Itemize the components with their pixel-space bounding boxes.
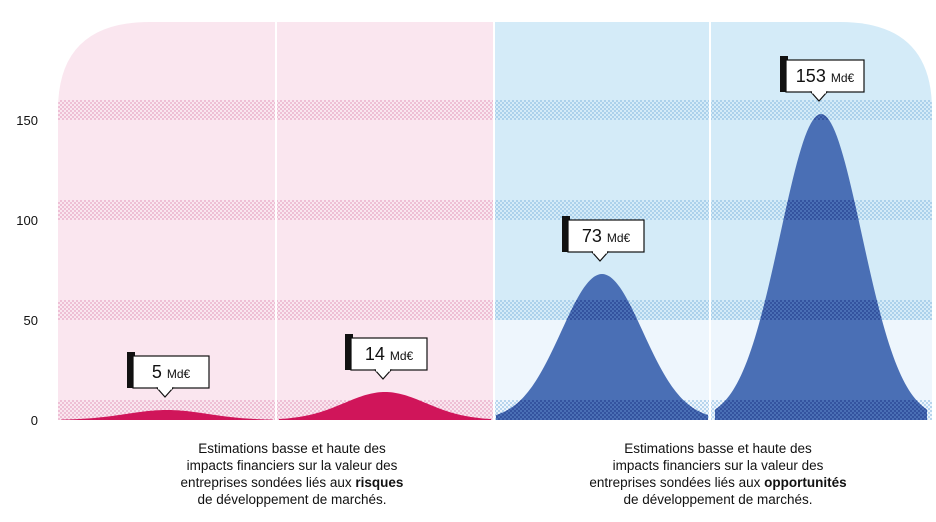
callout-value: 14 Md€: [365, 344, 414, 364]
area-risques-14: [279, 392, 491, 420]
y-tick-label: 0: [31, 413, 38, 428]
caption-line: de développement de marchés.: [197, 492, 387, 507]
callout-opportunites-73: 73 Md€: [562, 216, 645, 262]
callout-value: 73 Md€: [582, 226, 631, 246]
caption-line: Estimations basse et haute des: [624, 441, 812, 456]
y-tick-label: 150: [16, 113, 38, 128]
caption-line: de développement de marchés.: [623, 492, 813, 507]
area-opportunites-153: [715, 114, 927, 420]
caption-keyword: risques: [355, 475, 404, 490]
callout-box: [785, 59, 865, 93]
area-grid-band: [715, 300, 927, 320]
callout-value: 153 Md€: [796, 66, 855, 86]
grid-band: [494, 100, 932, 120]
chart-area: 0 50 100 150 5 Md€ 14 Md€ 73 Md€ 153 Md€: [16, 22, 932, 428]
y-tick-label: 100: [16, 213, 38, 228]
y-tick-label: 50: [24, 313, 38, 328]
callout-box: [132, 355, 210, 389]
callout-shadow: [127, 352, 135, 388]
caption-opportunites: Estimations basse et haute des impacts f…: [553, 440, 883, 508]
area-grid-band: [496, 400, 708, 420]
callout-box: [350, 337, 428, 371]
caption-line: Estimations basse et haute des: [198, 441, 386, 456]
caption-line: impacts financiers sur la valeur des: [186, 458, 398, 473]
area-risques-5: [61, 410, 273, 420]
callout-risques-5: 5 Md€: [127, 352, 210, 398]
area-grid-band: [715, 400, 927, 420]
callout-shadow: [780, 56, 788, 92]
caption-line: entreprises sondées liés aux opportunité…: [553, 474, 883, 491]
callout-risques-14: 14 Md€: [345, 334, 428, 380]
callout-shadow: [345, 334, 353, 370]
callout-shadow: [562, 216, 570, 252]
area-grid-band: [715, 114, 927, 120]
caption-risques: Estimations basse et haute des impacts f…: [127, 440, 457, 508]
callout-opportunites-153: 153 Md€: [780, 56, 865, 102]
caption-text: entreprises sondées liés aux: [589, 475, 765, 490]
caption-text: entreprises sondées liés aux: [180, 475, 356, 490]
caption-line: entreprises sondées liés aux risques: [127, 474, 457, 491]
caption-line: impacts financiers sur la valeur des: [612, 458, 824, 473]
caption-keyword: opportunités: [764, 475, 847, 490]
area-opportunites-73: [496, 274, 708, 420]
callout-value: 5 Md€: [152, 362, 191, 382]
callout-box: [567, 219, 645, 253]
grid-band: [494, 200, 932, 220]
